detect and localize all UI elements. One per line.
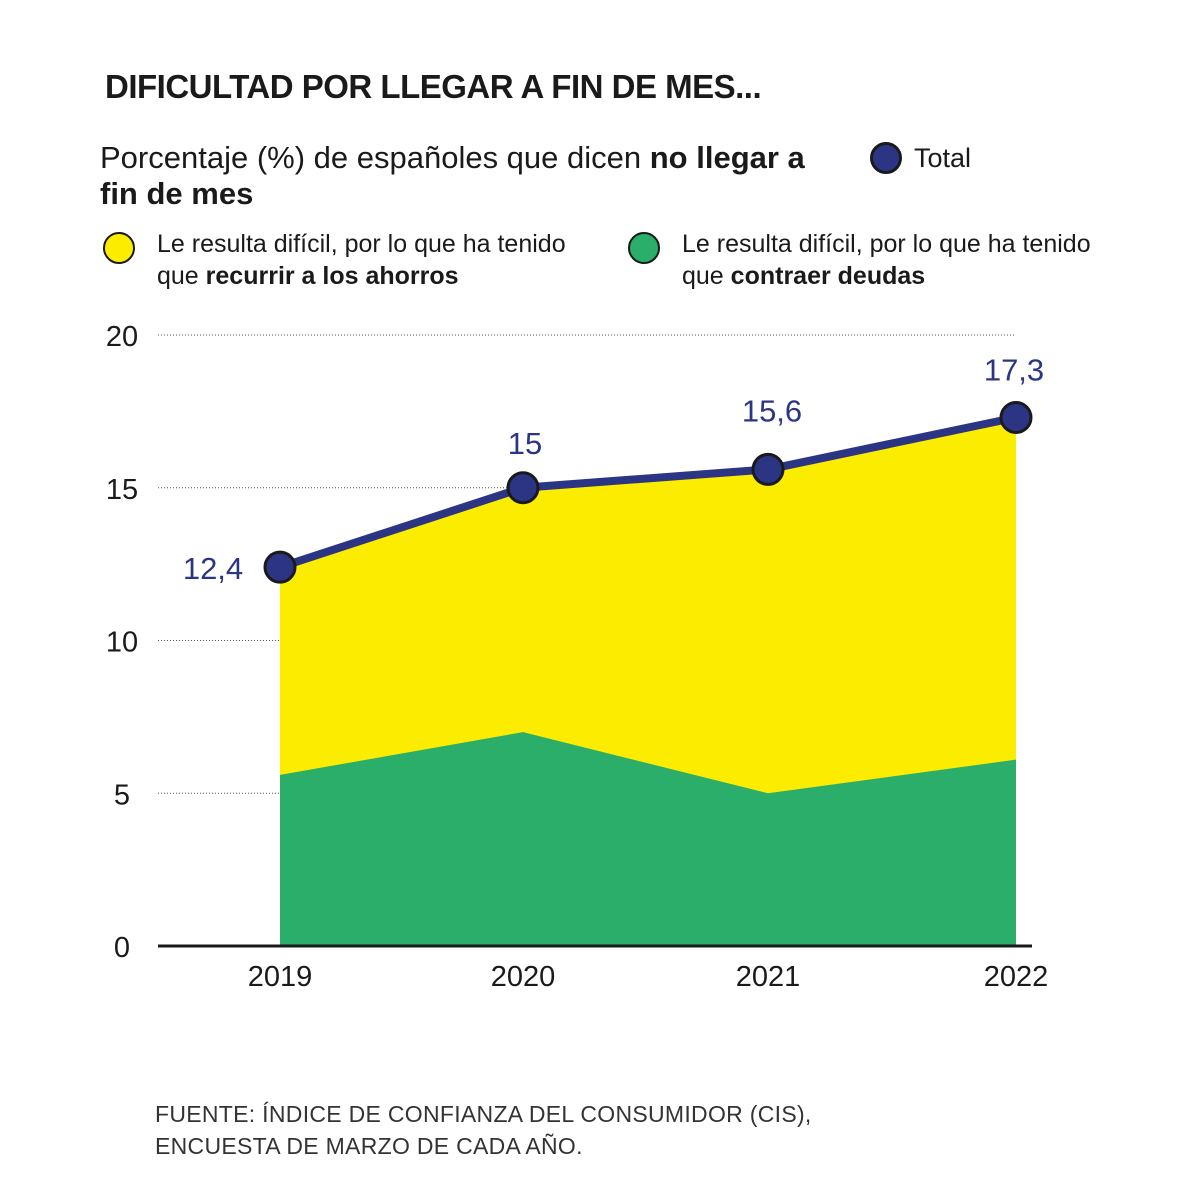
data-label-total-2020: 15 [508,426,542,461]
y-tick-label-10: 10 [106,627,138,659]
area-deudas [280,732,1016,946]
x-tick-label-2020: 2020 [491,961,556,993]
legend-total-marker [870,142,902,174]
area-chart: 0 5 10 15 20 12,4 15 15,6 17,3 2019 2020 2021 2022 [106,321,1049,993]
data-point-total-2019 [263,550,297,584]
subtitle-text: Porcentaje (%) de españoles que dicen [100,140,650,175]
legend-ahorros: Le resulta difícil, por lo que ha tenido… [103,228,597,292]
series-line-total [278,413,1017,571]
legend-ahorros-marker [103,232,135,264]
y-tick-label-20: 20 [106,321,138,353]
data-label-total-2022: 17,3 [984,352,1044,387]
data-label-total-2019: 12,4 [183,551,243,586]
legend-deudas-text: Le resulta difícil, por lo que ha tenido… [682,230,1091,290]
source-line-2: ENCUESTA DE MARZO DE CADA AÑO. [155,1133,583,1159]
x-tick-label-2021: 2021 [736,961,801,993]
legend-deudas-emphasis: contraer deudas [730,262,926,290]
data-point-total-2021 [751,452,785,486]
x-tick-label-2022: 2022 [984,961,1049,993]
legend-deudas-marker [628,232,660,264]
legend-total-label: Total [914,142,972,173]
subtitle-emphasis: no llegar a fin de mes [100,140,805,211]
source-line-1: FUENTE: ÍNDICE DE CONFIANZA DEL CONSUMID… [155,1101,812,1127]
chart-subtitle: Porcentaje (%) de españoles que dicen no… [100,140,850,212]
legend-total: Total [870,142,971,174]
legend-deudas-label: Le resulta difícil, por lo que ha tenido… [682,228,1122,292]
y-tick-label-5: 5 [114,779,130,811]
legend-ahorros-emphasis: recurrir a los ahorros [205,262,459,290]
legend-deudas: Le resulta difícil, por lo que ha tenido… [628,228,1122,292]
y-tick-label-15: 15 [106,474,138,506]
data-point-total-2022 [999,400,1033,434]
data-label-total-2021: 15,6 [742,393,802,428]
legend-ahorros-text: Le resulta difícil, por lo que ha tenido… [157,230,566,290]
chart-title: DIFICULTAD POR LLEGAR A FIN DE MES... [105,68,762,105]
legend-ahorros-label: Le resulta difícil, por lo que ha tenido… [157,228,597,292]
x-tick-label-2019: 2019 [248,961,313,993]
data-point-total-2020 [506,471,540,505]
source-note: FUENTE: ÍNDICE DE CONFIANZA DEL CONSUMID… [155,1098,812,1162]
y-tick-label-0: 0 [114,932,130,964]
